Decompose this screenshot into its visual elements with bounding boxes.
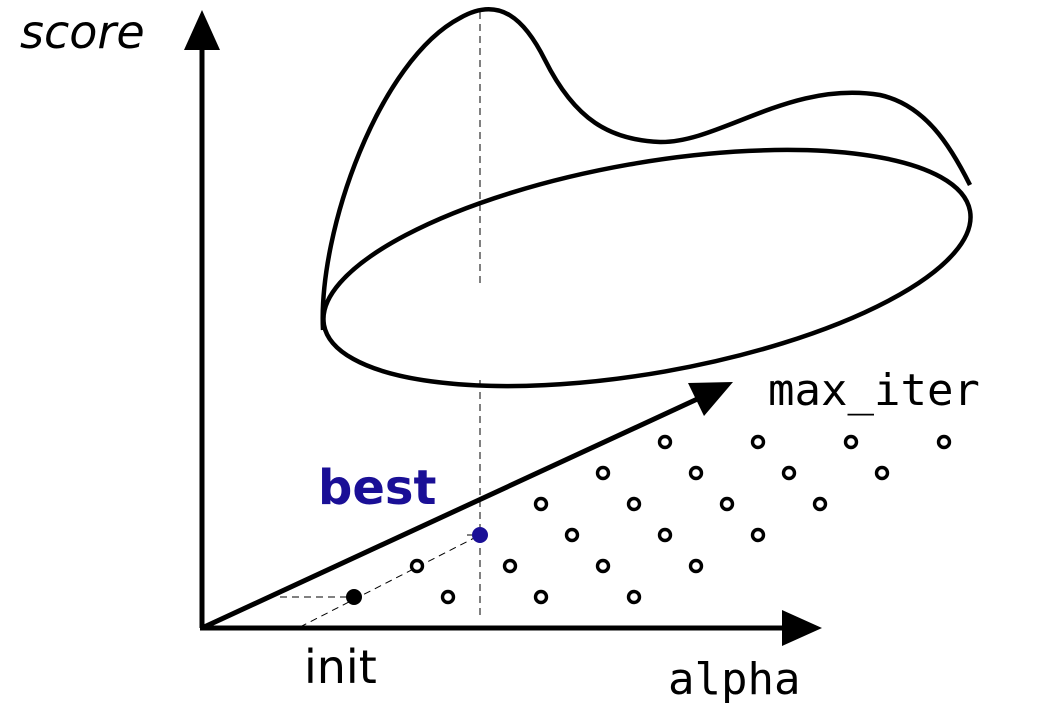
grid-point	[657, 527, 673, 543]
grid-point	[688, 558, 704, 574]
score-surface-top-curve	[320, 6, 973, 331]
grid-point	[409, 558, 425, 574]
grid-point	[719, 496, 735, 512]
grid-point	[781, 465, 797, 481]
init-label: init	[304, 640, 377, 694]
init-to-best-path	[299, 534, 481, 628]
grid-point	[626, 589, 642, 605]
score-surface-base-ellipse	[321, 147, 973, 389]
axes	[184, 10, 822, 646]
grid-point	[502, 558, 518, 574]
best-label: best	[318, 460, 436, 516]
grid-point	[874, 465, 890, 481]
alpha-axis-arrowhead	[782, 610, 822, 646]
grid-point	[936, 434, 952, 450]
grid-point	[657, 434, 673, 450]
grid-point	[750, 434, 766, 450]
grid-point	[564, 527, 580, 543]
best-point	[472, 527, 488, 543]
grid-point	[688, 465, 704, 481]
grid-point	[843, 434, 859, 450]
score-axis-label: score	[20, 5, 145, 59]
max-iter-axis-label: max_iter	[768, 365, 980, 416]
score-surface	[320, 6, 973, 389]
grid-point	[533, 496, 549, 512]
grid-point	[626, 496, 642, 512]
grid-point	[595, 558, 611, 574]
grid-point	[440, 589, 456, 605]
max-iter-axis-arrowhead	[688, 382, 733, 416]
alpha-axis-label: alpha	[668, 654, 800, 705]
grid-point	[595, 465, 611, 481]
grid-search-points	[409, 434, 952, 605]
projection-guides	[280, 12, 481, 628]
init-point	[346, 589, 362, 605]
grid-point	[750, 527, 766, 543]
score-axis-arrowhead	[184, 10, 220, 50]
grid-point	[533, 589, 549, 605]
grid-point	[812, 496, 828, 512]
max-iter-axis-line	[200, 392, 708, 631]
